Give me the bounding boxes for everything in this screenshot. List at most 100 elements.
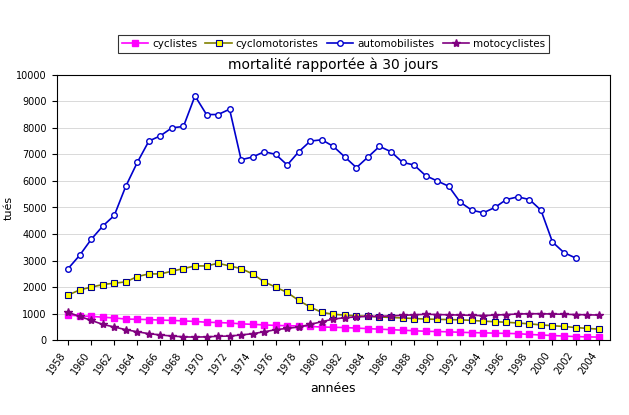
automobilistes — [526, 197, 533, 202]
cyclomotoristes — [87, 285, 95, 290]
automobilistes — [318, 137, 326, 142]
cyclistes — [595, 334, 603, 339]
Line: cyclistes: cyclistes — [65, 312, 601, 340]
motocyclistes — [157, 332, 164, 337]
motocyclistes — [284, 326, 291, 331]
automobilistes — [330, 144, 337, 149]
automobilistes — [87, 237, 95, 242]
cyclomotoristes — [572, 325, 579, 330]
motocyclistes — [364, 314, 372, 319]
motocyclistes — [203, 334, 210, 339]
cyclistes — [111, 315, 118, 320]
cyclomotoristes — [445, 317, 452, 322]
cyclistes — [145, 317, 153, 322]
automobilistes — [168, 125, 175, 130]
cyclistes — [526, 332, 533, 337]
automobilistes — [157, 133, 164, 138]
cyclistes — [514, 331, 521, 336]
motocyclistes — [548, 312, 556, 317]
cyclomotoristes — [560, 324, 568, 329]
cyclomotoristes — [353, 313, 360, 318]
motocyclistes — [133, 330, 141, 334]
cyclomotoristes — [306, 305, 314, 310]
cyclistes — [560, 334, 568, 339]
cyclomotoristes — [503, 320, 510, 325]
cyclomotoristes — [111, 281, 118, 286]
cyclistes — [226, 320, 233, 325]
automobilistes — [399, 160, 406, 165]
cyclistes — [433, 329, 441, 334]
motocyclistes — [503, 312, 510, 317]
cyclistes — [445, 330, 452, 334]
cyclomotoristes — [468, 318, 476, 323]
motocyclistes — [318, 319, 326, 324]
motocyclistes — [237, 332, 245, 337]
automobilistes — [572, 256, 579, 261]
automobilistes — [191, 93, 199, 98]
motocyclistes — [491, 312, 499, 317]
cyclistes — [157, 317, 164, 322]
cyclomotoristes — [295, 298, 303, 303]
automobilistes — [64, 266, 72, 271]
motocyclistes — [514, 312, 521, 317]
cyclomotoristes — [341, 312, 348, 317]
automobilistes — [376, 144, 383, 149]
motocyclistes — [226, 334, 233, 339]
automobilistes — [272, 152, 279, 157]
automobilistes — [341, 154, 348, 159]
motocyclistes — [572, 312, 579, 317]
cyclomotoristes — [376, 315, 383, 320]
cyclistes — [295, 323, 303, 328]
Title: mortalité rapportée à 30 jours: mortalité rapportée à 30 jours — [228, 58, 438, 72]
cyclomotoristes — [145, 271, 153, 276]
cyclomotoristes — [479, 319, 487, 324]
automobilistes — [203, 112, 210, 117]
automobilistes — [284, 163, 291, 168]
motocyclistes — [526, 311, 533, 316]
cyclistes — [376, 327, 383, 332]
cyclomotoristes — [76, 287, 84, 292]
cyclistes — [341, 325, 348, 330]
automobilistes — [145, 139, 153, 144]
cyclomotoristes — [133, 274, 141, 279]
cyclomotoristes — [330, 312, 337, 317]
cyclistes — [422, 329, 430, 334]
automobilistes — [457, 200, 464, 205]
automobilistes — [491, 205, 499, 210]
automobilistes — [410, 163, 418, 168]
cyclomotoristes — [180, 266, 187, 271]
cyclomotoristes — [272, 285, 279, 290]
automobilistes — [249, 154, 257, 159]
motocyclistes — [306, 322, 314, 327]
cyclistes — [491, 331, 499, 336]
cyclomotoristes — [249, 271, 257, 276]
automobilistes — [433, 178, 441, 183]
cyclistes — [457, 330, 464, 335]
cyclomotoristes — [191, 264, 199, 269]
Line: automobilistes: automobilistes — [65, 93, 578, 271]
cyclomotoristes — [514, 320, 521, 325]
cyclomotoristes — [537, 322, 545, 327]
automobilistes — [226, 107, 233, 112]
cyclomotoristes — [203, 264, 210, 269]
cyclistes — [122, 317, 130, 322]
cyclomotoristes — [526, 321, 533, 326]
motocyclistes — [583, 312, 591, 317]
motocyclistes — [180, 334, 187, 339]
cyclomotoristes — [433, 317, 441, 322]
motocyclistes — [87, 318, 95, 323]
cyclistes — [410, 328, 418, 333]
cyclistes — [387, 327, 395, 332]
automobilistes — [306, 139, 314, 144]
motocyclistes — [376, 314, 383, 319]
automobilistes — [99, 224, 106, 229]
cyclomotoristes — [64, 293, 72, 298]
motocyclistes — [410, 312, 418, 317]
cyclomotoristes — [387, 315, 395, 320]
automobilistes — [548, 239, 556, 244]
automobilistes — [422, 173, 430, 178]
cyclomotoristes — [226, 264, 233, 269]
cyclomotoristes — [595, 327, 603, 332]
X-axis label: années: années — [311, 381, 356, 395]
cyclistes — [249, 322, 257, 327]
